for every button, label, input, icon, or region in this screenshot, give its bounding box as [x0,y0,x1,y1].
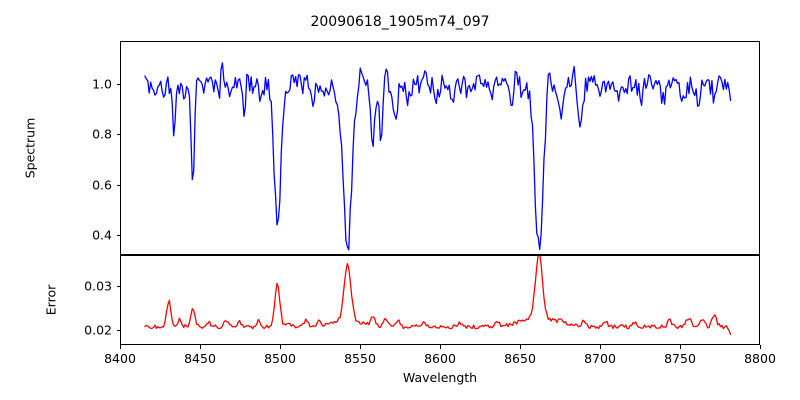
y-tick-mark-error [116,285,120,287]
y-tick-mark-spectrum [116,134,120,136]
x-tick-label: 8450 [184,351,216,366]
x-tick-label: 8650 [504,351,536,366]
x-tick-label: 8750 [664,351,696,366]
x-tick-mark [360,345,362,349]
x-tick-label: 8800 [744,351,776,366]
y-tick-mark-spectrum [116,83,120,85]
y-tick-mark-spectrum [116,184,120,186]
x-tick-label: 8600 [424,351,456,366]
spectrum-line-series [144,62,732,251]
x-tick-label: 8550 [344,351,376,366]
x-tick-mark [200,345,202,349]
chart-title: 20090618_1905m74_097 [310,14,490,30]
y-tick-label-error: 0.03 [84,278,112,294]
y-tick-label-error: 0.02 [84,322,112,338]
x-axis-label: Wavelength [402,370,478,385]
x-tick-mark [440,345,442,349]
x-tick-mark [120,345,122,349]
error-plot-panel [120,255,760,345]
x-tick-mark [280,345,282,349]
y-axis-label-spectrum: Spectrum [22,117,38,179]
error-line-series [144,256,732,335]
spectrum-plot-panel [120,41,760,255]
x-tick-label: 8700 [584,351,616,366]
x-tick-mark [760,345,762,349]
x-tick-mark [680,345,682,349]
y-axis-label-error: Error [43,284,59,316]
y-tick-label-spectrum: 1.0 [92,76,112,92]
y-tick-label-spectrum: 0.4 [92,227,112,243]
y-tick-label-spectrum: 0.8 [92,126,112,142]
y-tick-label-spectrum: 0.6 [92,177,112,192]
y-tick-mark-spectrum [116,234,120,236]
x-tick-label: 8400 [104,351,136,366]
x-tick-label: 8500 [264,351,296,366]
x-tick-mark [600,345,602,349]
x-tick-mark [520,345,522,349]
y-tick-mark-error [116,329,120,331]
